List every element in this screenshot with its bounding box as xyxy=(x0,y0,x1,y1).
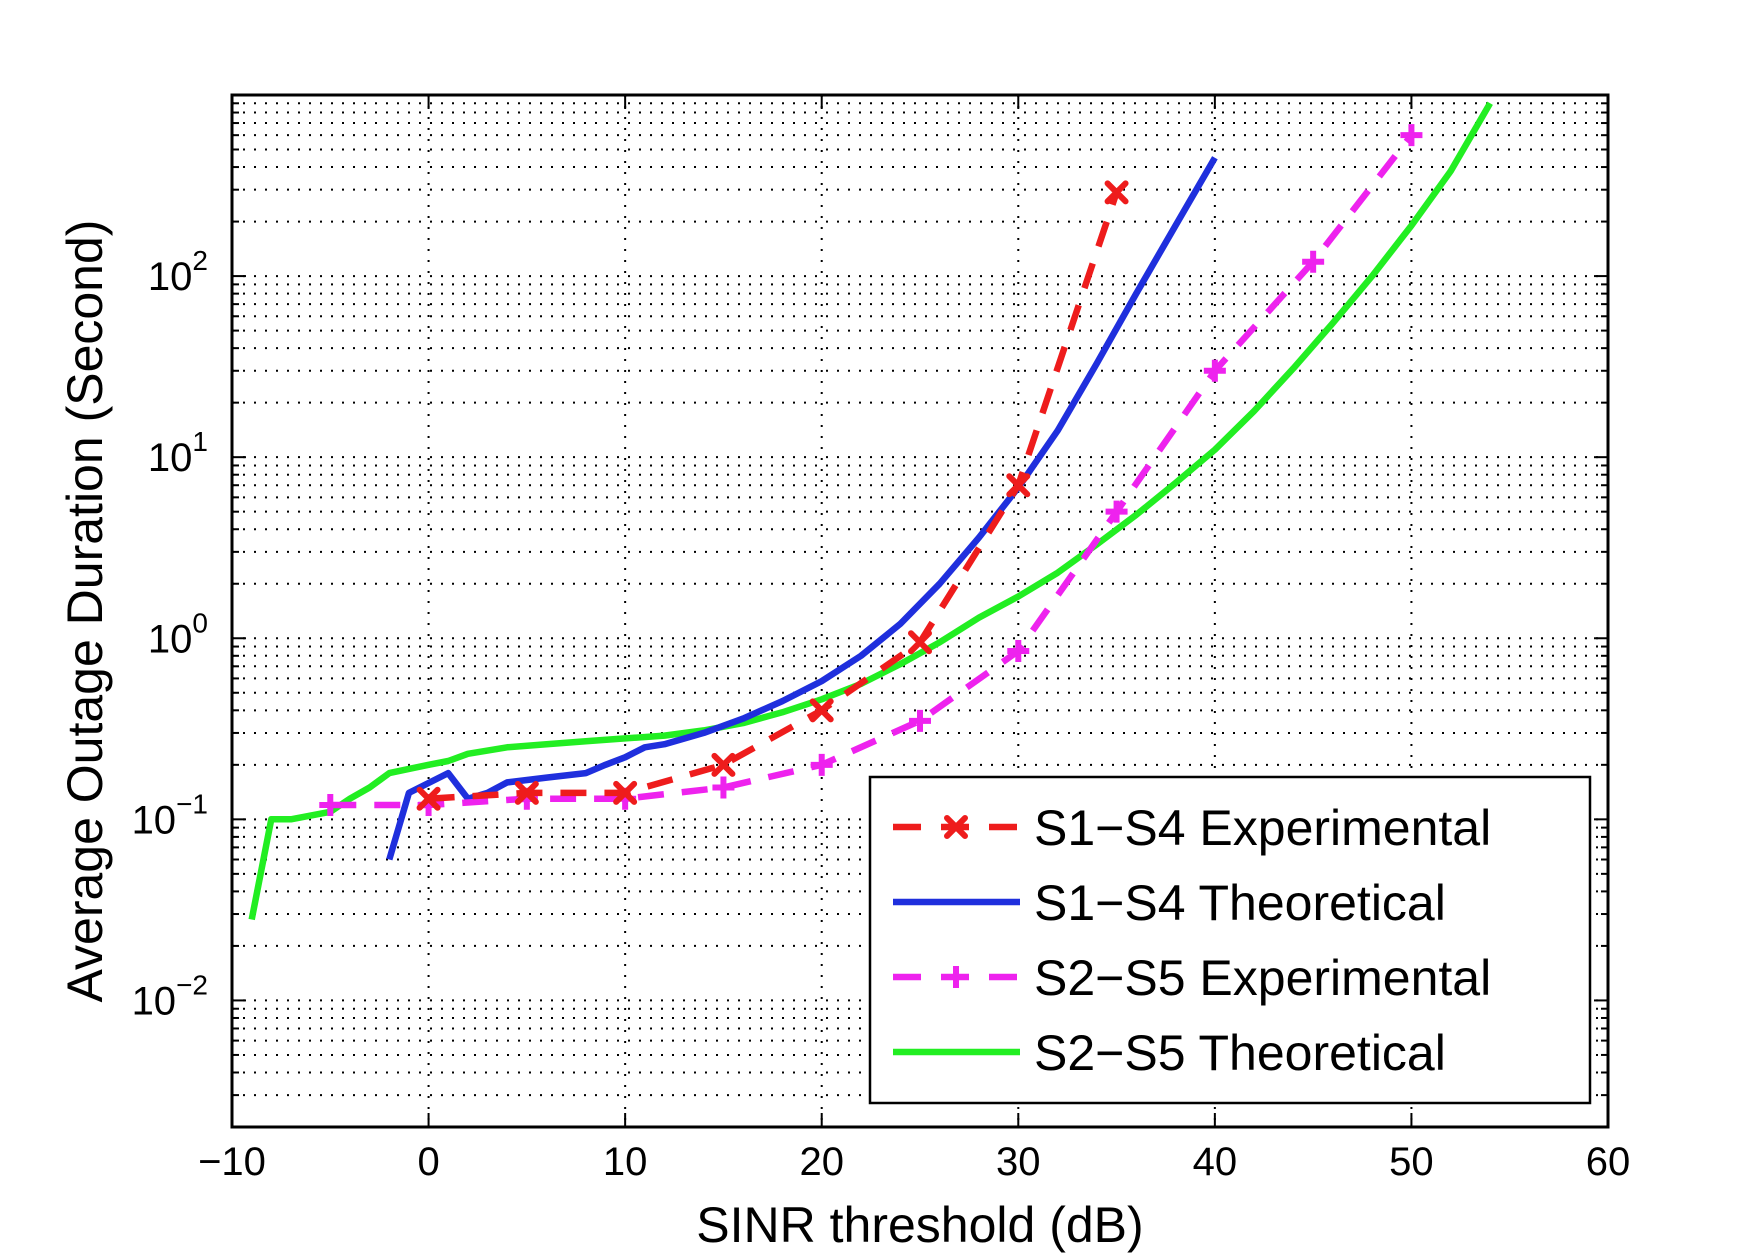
y-tick-label: 10−2 xyxy=(132,969,208,1023)
legend-label: S1−S4 Experimental xyxy=(1034,800,1491,856)
legend-marker xyxy=(945,966,967,988)
y-axis-label: Average Outage Duration (Second) xyxy=(57,220,113,1003)
data-point-series-3 xyxy=(1007,640,1030,663)
x-tick-label: −10 xyxy=(198,1140,266,1184)
plot-frame xyxy=(230,93,1610,1129)
data-point-series-3 xyxy=(1105,500,1128,523)
data-point-series-1 xyxy=(1104,180,1129,205)
data-point-series-1 xyxy=(908,630,932,655)
data-point-series-1 xyxy=(613,780,638,805)
data-point-series-1 xyxy=(416,786,441,811)
x-tick-label: 20 xyxy=(799,1140,844,1184)
series-line-4 xyxy=(248,101,1493,921)
series-layer xyxy=(248,101,1493,921)
data-point-series-3 xyxy=(1302,250,1325,273)
data-point-series-1 xyxy=(711,752,736,777)
tick-labels: −10 0 10 20 30 40 50 60 10−2 10−1 100 101 102 xyxy=(132,245,1631,1184)
data-point-series-3 xyxy=(712,776,735,799)
series-line-3 xyxy=(330,133,1414,809)
legend-marker xyxy=(944,815,968,839)
y-tick-label: 100 xyxy=(148,607,208,661)
x-tick-label: 50 xyxy=(1389,1140,1434,1184)
y-tick-label: 10−1 xyxy=(132,788,208,842)
data-point-series-3 xyxy=(319,794,342,817)
data-point-series-3 xyxy=(810,753,833,776)
x-tick-label: 10 xyxy=(603,1140,648,1184)
data-point-series-1 xyxy=(809,698,834,723)
legend-box xyxy=(868,775,1592,1105)
data-point-series-3 xyxy=(1203,359,1226,382)
legend-label: S1−S4 Theoretical xyxy=(1034,875,1446,931)
y-tick-label: 101 xyxy=(148,426,208,480)
data-point-series-1 xyxy=(514,780,539,805)
data-point-series-3 xyxy=(909,709,931,732)
x-tick-label: 0 xyxy=(417,1140,439,1184)
series-line-2 xyxy=(386,156,1218,861)
legend: S1−S4 Experimental S1−S4 Theoretical S2−S5… xyxy=(868,775,1592,1105)
plot-series-group xyxy=(248,101,1493,921)
x-axis-label: SINR threshold (dB) xyxy=(696,1197,1143,1253)
legend-label: S2−S5 Theoretical xyxy=(1034,1025,1446,1081)
y-tick-label: 102 xyxy=(148,245,208,299)
x-tick-label: 60 xyxy=(1586,1140,1631,1184)
data-point-series-1 xyxy=(1006,473,1031,498)
x-tick-label: 30 xyxy=(996,1140,1041,1184)
data-point-series-3 xyxy=(1400,124,1423,147)
series-line-1 xyxy=(428,191,1120,802)
legend-label: S2−S5 Experimental xyxy=(1034,950,1491,1006)
x-tick-label: 40 xyxy=(1193,1140,1238,1184)
